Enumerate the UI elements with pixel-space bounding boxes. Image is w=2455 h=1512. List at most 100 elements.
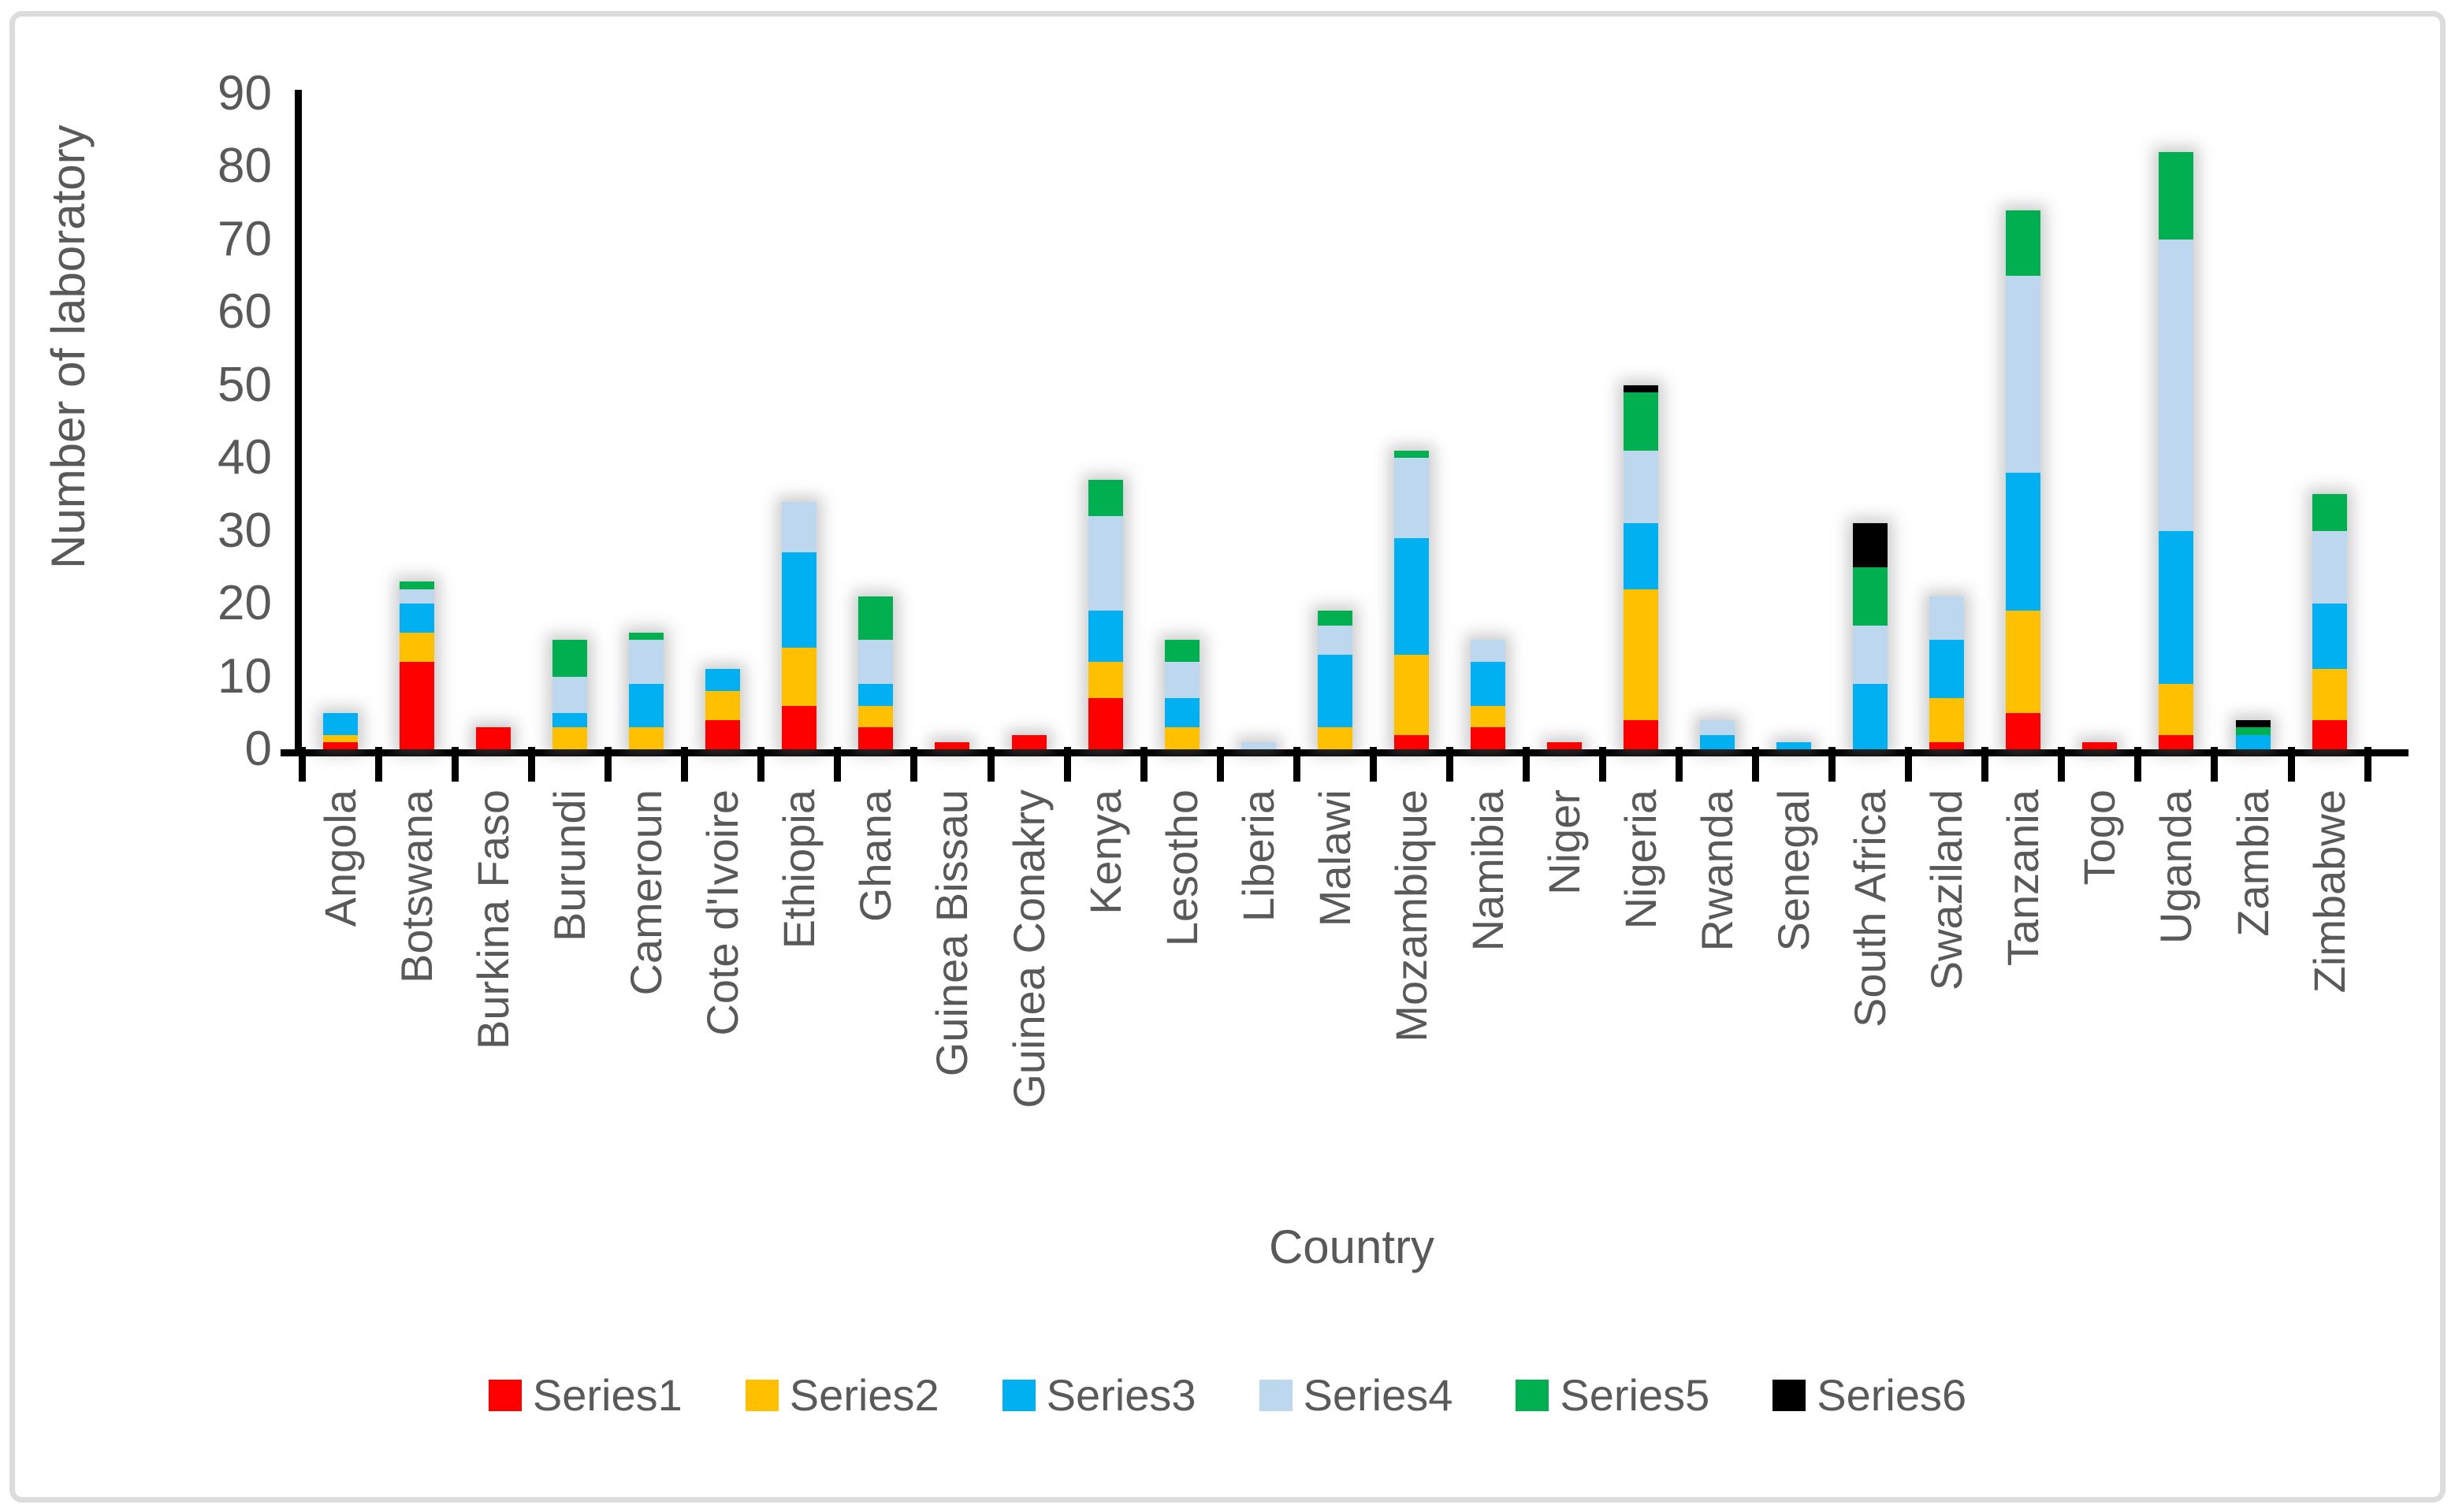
bar-segment-series4 — [1317, 625, 1352, 655]
x-category-label: Nigeria — [1616, 789, 1666, 930]
bar-segment-series4 — [1470, 640, 1505, 662]
x-axis-tick — [1828, 747, 1836, 782]
bar-segment-series6 — [2235, 720, 2271, 728]
bar-guinea-bissau — [935, 741, 970, 749]
bar-angola — [323, 712, 358, 749]
bar-segment-series2 — [858, 705, 894, 728]
bar-segment-series1 — [400, 662, 435, 749]
bar-segment-series2 — [629, 727, 664, 749]
x-axis-tick — [1293, 747, 1300, 782]
x-category-label: Uganda — [2151, 789, 2201, 945]
x-category-label: South Africa — [1845, 789, 1895, 1027]
bar-segment-series3 — [1393, 537, 1429, 655]
x-axis-line — [281, 749, 2409, 756]
bar-segment-series5 — [1393, 450, 1429, 458]
bar-segment-series5 — [1317, 611, 1352, 626]
bar-segment-series3 — [1624, 523, 1659, 589]
bar-ghana — [858, 596, 894, 749]
legend: Series1 Series2 Series3 Series4 Series5 Serie… — [0, 1369, 2455, 1421]
legend-swatch-icon — [1002, 1379, 1036, 1411]
bar-segment-series4 — [1624, 450, 1659, 524]
legend-label: Series2 — [789, 1370, 939, 1420]
x-axis-tick — [1752, 747, 1760, 782]
bar-segment-series1 — [1011, 734, 1047, 749]
legend-item-series2: Series2 — [745, 1369, 939, 1421]
x-axis-tick — [375, 747, 383, 782]
bar-segment-series1 — [1088, 698, 1123, 749]
x-axis-tick — [910, 747, 918, 782]
bar-segment-series1 — [323, 741, 358, 749]
bar-segment-series4 — [552, 676, 588, 713]
bar-segment-series3 — [2159, 530, 2194, 684]
legend-label: Series1 — [532, 1370, 683, 1420]
bar-cote-d-ivoire — [705, 669, 741, 749]
bar-segment-series2 — [1317, 727, 1352, 749]
x-axis-tick — [1905, 747, 1913, 782]
bar-segment-series4 — [400, 589, 435, 604]
y-tick-label: 40 — [218, 430, 272, 485]
bar-segment-series5 — [629, 633, 664, 641]
legend-item-series6: Series6 — [1772, 1369, 1966, 1421]
y-tick-label: 20 — [218, 576, 272, 630]
bar-segment-series2 — [552, 727, 588, 749]
y-tick-label: 80 — [218, 139, 272, 193]
x-axis-tick — [2364, 747, 2371, 782]
bar-segment-series1 — [1470, 727, 1505, 749]
bar-segment-series2 — [1624, 589, 1659, 720]
bar-segment-series1 — [1546, 741, 1582, 749]
x-axis-tick — [604, 747, 612, 782]
x-category-label: Zambia — [2227, 789, 2278, 937]
legend-item-series4: Series4 — [1259, 1369, 1453, 1421]
bar-kenya — [1088, 479, 1123, 749]
x-axis-tick — [2211, 747, 2219, 782]
bar-segment-series1 — [705, 720, 741, 749]
x-category-label: Senegal — [1769, 789, 1819, 952]
bar-segment-series4 — [1393, 458, 1429, 538]
legend-swatch-icon — [745, 1379, 779, 1411]
x-category-label: Kenya — [1080, 789, 1130, 915]
x-category-label: Zimbabwe — [2304, 789, 2354, 994]
bar-segment-series5 — [1853, 567, 1888, 626]
legend-label: Series6 — [1817, 1370, 1967, 1420]
bar-tanzania — [2006, 210, 2041, 749]
bar-segment-series2 — [400, 633, 435, 662]
bar-segment-series4 — [2159, 239, 2194, 531]
y-tick-label: 90 — [218, 65, 272, 121]
x-axis-tick — [2058, 747, 2066, 782]
legend-label: Series3 — [1046, 1370, 1196, 1420]
x-axis-tick — [2287, 747, 2295, 782]
bar-segment-series2 — [1088, 662, 1123, 699]
bar-segment-series2 — [782, 647, 817, 706]
x-axis-tick — [528, 747, 536, 782]
y-tick-label: 70 — [218, 211, 272, 266]
bar-segment-series5 — [552, 640, 588, 677]
y-tick-label: 10 — [218, 648, 272, 704]
bar-segment-series5 — [858, 596, 894, 641]
bar-segment-series5 — [2006, 210, 2041, 276]
bar-segment-series3 — [1700, 734, 1735, 749]
bar-segment-series3 — [1776, 741, 1812, 749]
y-axis-title: Number of laboratory — [42, 124, 95, 569]
bar-segment-series1 — [1624, 720, 1659, 749]
bar-segment-series1 — [935, 741, 970, 749]
bar-niger — [1546, 741, 1582, 749]
y-tick-label: 0 — [244, 722, 272, 776]
bar-mozambique — [1393, 450, 1429, 749]
bar-segment-series1 — [2312, 720, 2347, 749]
bar-segment-series2 — [705, 691, 741, 720]
bar-south-africa — [1853, 523, 1888, 749]
bar-segment-series3 — [323, 712, 358, 735]
bar-segment-series2 — [1393, 654, 1429, 735]
bar-swaziland — [1929, 596, 1965, 749]
bar-namibia — [1470, 640, 1505, 749]
bar-segment-series3 — [1317, 654, 1352, 728]
bar-nigeria — [1624, 385, 1659, 749]
bar-segment-series5 — [1088, 479, 1123, 516]
legend-item-series5: Series5 — [1516, 1369, 1709, 1421]
x-category-label: Lesotho — [1156, 789, 1207, 947]
bar-segment-series5 — [1624, 392, 1659, 451]
bar-segment-series2 — [323, 734, 358, 742]
x-category-label: Burundi — [545, 789, 595, 942]
x-axis-tick — [1369, 747, 1377, 782]
bar-segment-series3 — [2235, 734, 2271, 749]
